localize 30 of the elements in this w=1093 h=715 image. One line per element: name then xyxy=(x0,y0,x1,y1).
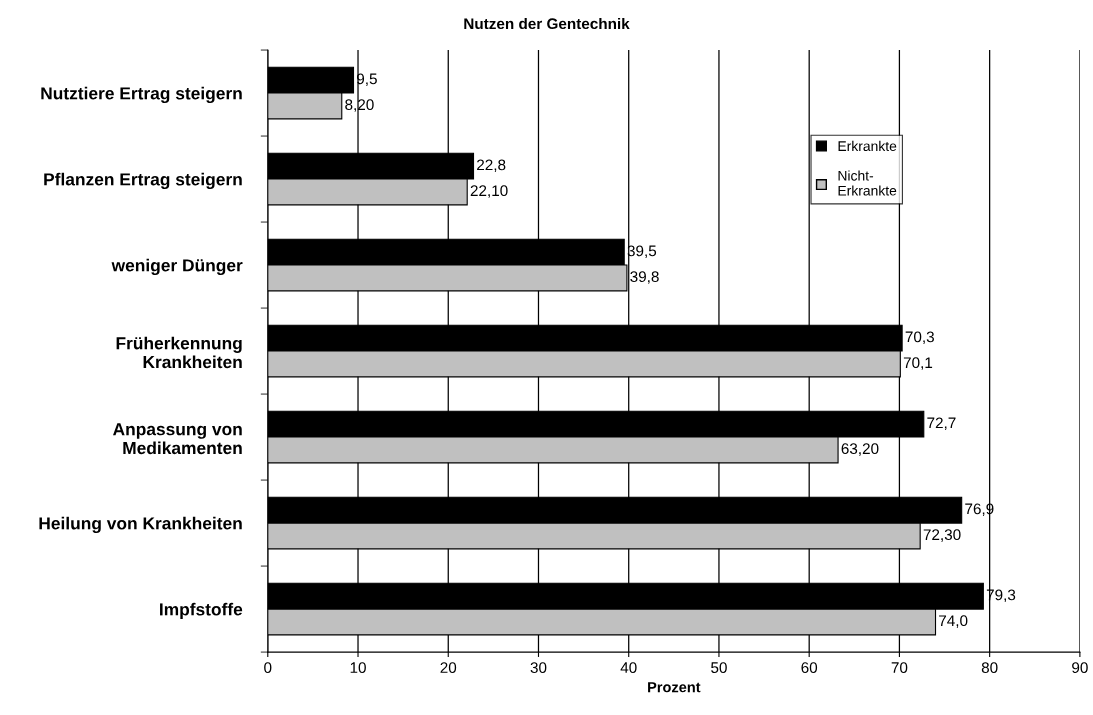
data-label: 72,7 xyxy=(927,417,956,431)
data-label: 63,20 xyxy=(841,443,879,456)
x-axis-title: Prozent xyxy=(648,682,701,693)
x-tick-label: 20 xyxy=(440,662,457,674)
chart-title: Nutzen der Gentechnik xyxy=(464,17,630,30)
x-tick-label: 50 xyxy=(711,662,727,674)
x-tick-label: 40 xyxy=(620,662,637,674)
x-tick-label: 80 xyxy=(981,662,998,674)
x-tick-label: 90 xyxy=(1072,662,1088,674)
x-tick-label: 60 xyxy=(801,662,818,674)
legend-label: Nicht- Erkrankte xyxy=(838,170,897,196)
data-label: 72,30 xyxy=(923,529,961,542)
x-tick-label: 30 xyxy=(530,662,547,674)
y-tick-label: Früherkennung Krankheiten xyxy=(116,336,242,369)
y-tick-label: Nutztiere Ertrag steigern xyxy=(41,86,242,104)
legend-label: Erkrankte xyxy=(838,140,897,152)
y-tick-label: Pflanzen Ertrag steigern xyxy=(44,172,242,190)
y-tick-label: weniger Dünger xyxy=(111,258,243,276)
x-tick-label: 0 xyxy=(264,662,272,674)
data-label: 22,8 xyxy=(477,159,506,173)
y-tick-label: Anpassung von Medikamenten xyxy=(113,423,242,455)
x-tick-label: 70 xyxy=(891,662,908,674)
data-label: 39,8 xyxy=(630,271,659,284)
x-tick-label: 10 xyxy=(350,662,366,674)
data-label: 70,3 xyxy=(905,331,934,345)
y-tick-label: Impfstoffe xyxy=(160,602,243,619)
data-label: 22,10 xyxy=(470,185,508,198)
data-label: 70,1 xyxy=(903,357,933,370)
data-label: 74,0 xyxy=(939,615,968,628)
y-tick-label: Heilung von Krankheiten xyxy=(39,516,242,534)
